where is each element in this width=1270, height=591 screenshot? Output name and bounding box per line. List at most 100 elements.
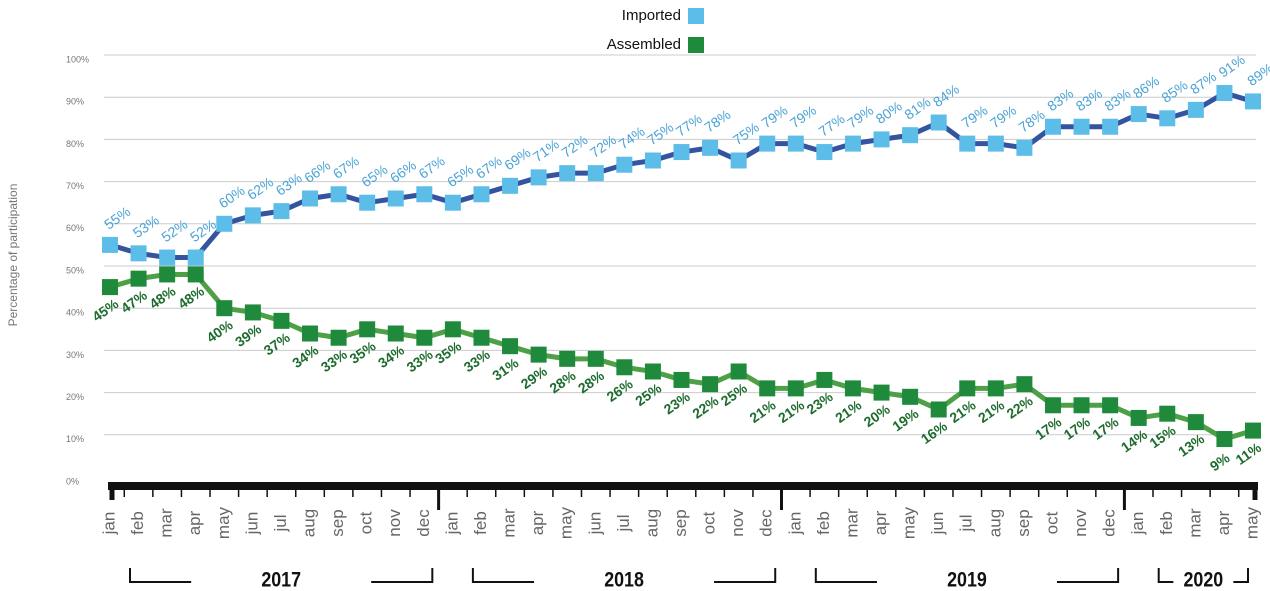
y-tick-label: 70%: [66, 181, 84, 191]
y-tick-label: 30%: [66, 350, 84, 360]
data-point: [873, 131, 890, 148]
x-tick-label: jul: [957, 514, 976, 532]
data-point: [730, 152, 747, 169]
data-point: [530, 346, 547, 363]
data-point: [987, 380, 1004, 397]
data-point: [1044, 118, 1061, 135]
data-point: [987, 135, 1004, 152]
data-label: 79%: [987, 102, 1019, 131]
data-label: 80%: [873, 98, 905, 127]
data-point: [702, 139, 719, 156]
data-point: [130, 270, 147, 287]
x-tick-label: may: [900, 506, 919, 539]
data-point: [787, 380, 804, 397]
data-point: [302, 325, 319, 342]
data-label: 34%: [375, 342, 408, 371]
data-label: 53%: [130, 212, 162, 241]
data-label: 37%: [261, 329, 294, 358]
data-label: 83%: [1044, 85, 1076, 114]
data-point: [530, 169, 547, 186]
legend-swatch: [688, 37, 704, 53]
data-label: 79%: [844, 102, 876, 131]
data-point: [930, 401, 947, 418]
data-point: [1130, 106, 1147, 123]
data-point: [616, 359, 633, 376]
data-point: [902, 388, 919, 405]
data-point: [1216, 84, 1233, 101]
data-point: [502, 177, 519, 194]
data-label: 62%: [244, 174, 276, 203]
x-tick-label: nov: [728, 509, 747, 537]
data-point: [359, 321, 376, 338]
data-point: [1130, 409, 1147, 426]
legend-label: Assembled: [607, 36, 681, 53]
x-tick-label: dec: [414, 509, 433, 537]
data-label: 65%: [444, 161, 476, 190]
data-label: 77%: [816, 110, 848, 139]
data-point: [273, 312, 290, 329]
y-tick-label: 100%: [66, 54, 89, 64]
data-label: 45%: [89, 295, 122, 324]
data-label: 71%: [530, 136, 562, 165]
data-point: [444, 194, 461, 211]
legend-label: Imported: [622, 7, 681, 24]
data-label: 21%: [775, 396, 808, 425]
data-point: [416, 186, 433, 203]
data-point: [330, 186, 347, 203]
data-point: [959, 380, 976, 397]
data-label: 55%: [101, 203, 133, 232]
data-label: 17%: [1061, 413, 1094, 442]
data-label: 79%: [787, 102, 819, 131]
data-point: [244, 304, 261, 321]
data-label: 25%: [718, 380, 751, 409]
x-tick-label: jul: [614, 514, 633, 532]
data-label: 78%: [1016, 106, 1048, 135]
year-label: 2017: [261, 568, 301, 591]
data-point: [330, 329, 347, 346]
data-point: [559, 350, 576, 367]
data-point: [644, 152, 661, 169]
data-point: [502, 338, 519, 355]
data-point: [302, 190, 319, 207]
data-point: [444, 321, 461, 338]
x-tick-label: aug: [985, 509, 1004, 537]
x-tick-label: jun: [585, 512, 604, 536]
data-label: 78%: [701, 106, 733, 135]
x-tick-label: feb: [128, 511, 147, 535]
data-label: 47%: [118, 287, 151, 316]
data-point: [473, 329, 490, 346]
data-label: 17%: [1089, 413, 1122, 442]
x-tick-label: may: [1242, 506, 1261, 539]
data-point: [587, 165, 604, 182]
x-tick-label: oct: [700, 511, 719, 534]
data-point: [587, 350, 604, 367]
data-label: 83%: [1101, 85, 1133, 114]
x-tick-label: jul: [271, 514, 290, 532]
data-label: 20%: [861, 401, 894, 430]
x-tick-label: aug: [300, 509, 319, 537]
data-point: [102, 279, 118, 296]
data-point: [1245, 93, 1261, 110]
data-label: 19%: [889, 405, 922, 434]
x-tick-label: apr: [871, 510, 890, 535]
data-label: 75%: [730, 119, 762, 148]
year-label: 2020: [1184, 568, 1224, 591]
data-label: 85%: [1158, 77, 1190, 106]
x-tick-label: apr: [528, 510, 547, 535]
data-label: 89%: [1244, 60, 1270, 89]
x-tick-label: nov: [385, 509, 404, 537]
data-label: 21%: [975, 396, 1008, 425]
data-label: 28%: [546, 367, 579, 396]
data-label: 48%: [175, 282, 208, 311]
series-line: [109, 90, 1254, 261]
data-point: [787, 135, 804, 152]
data-label: 22%: [1004, 392, 1037, 421]
data-point: [959, 135, 976, 152]
data-point: [673, 144, 690, 161]
data-point: [702, 376, 719, 393]
x-tick-label: mar: [500, 508, 519, 538]
data-label: 67%: [330, 153, 362, 182]
data-point: [730, 363, 747, 380]
data-point: [473, 186, 490, 203]
data-label: 21%: [746, 396, 779, 425]
